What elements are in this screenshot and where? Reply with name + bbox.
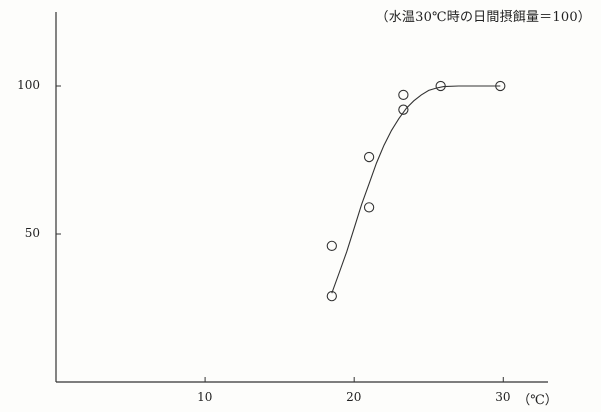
x-tick-label: 10 [197, 390, 213, 404]
data-points [326, 80, 506, 302]
y-axis-ticks [56, 85, 61, 235]
data-point [495, 80, 506, 92]
data-point [326, 291, 337, 302]
x-axis-ticks [204, 377, 504, 382]
data-point [398, 104, 409, 115]
x-tick-label: 30 [495, 390, 511, 404]
x-axis-unit: （℃） [517, 393, 558, 408]
data-point [326, 240, 337, 251]
data-point [435, 80, 446, 92]
data-point [363, 151, 375, 163]
y-tick-label: 50 [24, 226, 40, 240]
y-tick-label: 100 [17, 78, 40, 92]
fit-curve-line [331, 85, 501, 294]
data-point [398, 89, 409, 101]
data-point [363, 202, 375, 213]
x-tick-label: 20 [346, 390, 362, 404]
chart-note: （水温30℃時の日間摂餌量＝100） [375, 10, 591, 25]
